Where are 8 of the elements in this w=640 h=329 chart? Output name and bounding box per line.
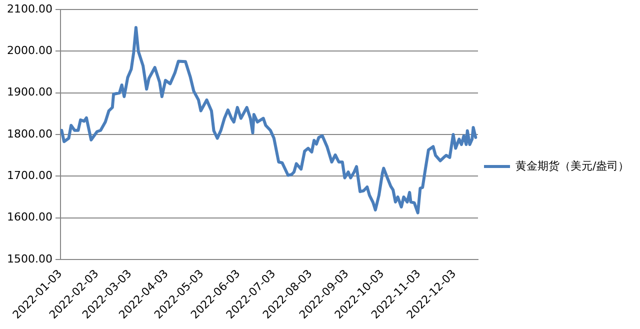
y-tick-label: 1800.00: [6, 127, 52, 140]
y-tick-label: 2000.00: [6, 44, 52, 58]
y-tick-label: 1700.00: [6, 169, 52, 182]
y-tick-label: 1600.00: [6, 210, 52, 224]
legend-label: 黄金期货（美元/盎司）: [516, 159, 630, 172]
y-tick-label: 1900.00: [6, 86, 52, 99]
y-tick-label: 1500.00: [6, 252, 52, 266]
y-tick-label: 2100.00: [6, 2, 52, 16]
